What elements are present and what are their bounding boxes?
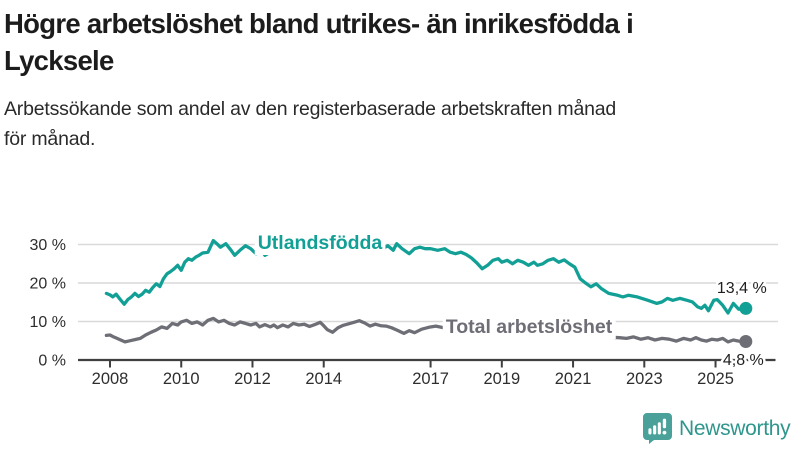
x-axis-label-2017: 2017	[412, 370, 449, 388]
chart-subtitle-line2: för månad.	[4, 128, 96, 150]
chart-subtitle: Arbetssökande som andel av den registerb…	[4, 94, 798, 154]
series-end-value-utlandsfodda: 13,4 %	[717, 280, 767, 297]
page-title-line1: Högre arbetslöshet bland utrikes- än inr…	[4, 8, 634, 39]
x-axis-label-2023: 2023	[626, 370, 663, 388]
x-axis-label-2012: 2012	[234, 370, 271, 388]
series-line-total-arbetsloshet	[104, 316, 748, 344]
y-axis-label-10: 10 %	[30, 314, 66, 331]
series-end-dot-utlandsfodda	[739, 301, 753, 315]
header: Högre arbetslöshet bland utrikes- än inr…	[4, 5, 798, 154]
page-title-line2: Lycksele	[4, 45, 114, 76]
x-axis-label-2025: 2025	[697, 370, 734, 388]
newsworthy-brand-text: Newsworthy	[679, 416, 791, 440]
series-label-bg-utlandsfodda	[254, 231, 386, 255]
x-axis-label-2010: 2010	[163, 370, 200, 388]
newsworthy-logo[interactable]: Newsworthy	[643, 413, 791, 444]
newsworthy-chart-bubble-icon	[643, 413, 672, 444]
chart-subtitle-line1: Arbetssökande som andel av den registerb…	[4, 98, 617, 120]
y-axis-label-30: 30 %	[30, 237, 66, 254]
x-axis-label-2008: 2008	[92, 370, 129, 388]
series-label-bg-total-arbetsloshet	[442, 315, 616, 339]
x-axis-label-2021: 2021	[555, 370, 592, 388]
page-title: Högre arbetslöshet bland utrikes- än inr…	[4, 5, 798, 79]
x-axis-label-2014: 2014	[305, 370, 342, 388]
y-axis-label-0: 0 %	[38, 353, 66, 370]
series-end-value-total-arbetsloshet: 4,8 %	[723, 352, 764, 369]
series-label-total-arbetsloshet: Total arbetslöshet	[446, 316, 613, 338]
x-axis-label-2019: 2019	[483, 370, 520, 388]
series-line-utlandsfodda	[104, 238, 748, 315]
series-end-dot-total-arbetsloshet	[739, 335, 753, 349]
series-label-utlandsfodda: Utlandsfödda	[258, 232, 383, 254]
y-axis-label-20: 20 %	[30, 276, 66, 293]
unemployment-line-chart: 0 % 10 % 20 % 30 % 2008 2010 2012 2014 2017 2019 2…	[30, 231, 778, 388]
